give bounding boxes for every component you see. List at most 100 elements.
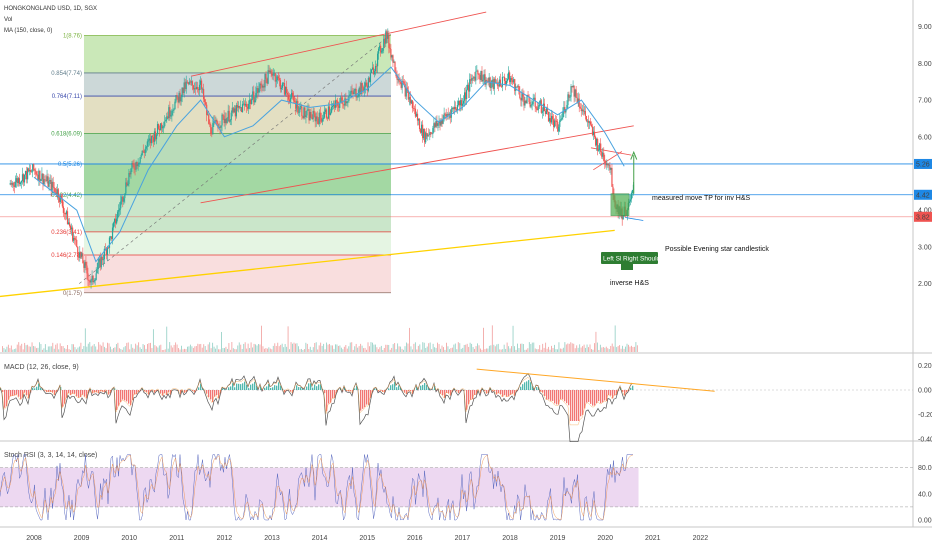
volume-bar bbox=[548, 346, 550, 352]
candle-body bbox=[575, 89, 577, 98]
candle-body bbox=[32, 164, 34, 172]
candle-body bbox=[89, 280, 91, 283]
candle-body bbox=[541, 111, 543, 113]
candle-body bbox=[520, 98, 522, 101]
candle-body bbox=[291, 92, 293, 98]
candle-body bbox=[103, 248, 105, 260]
candle-body bbox=[482, 79, 484, 82]
volume-bar bbox=[263, 348, 265, 352]
candle-body bbox=[26, 168, 29, 180]
macd-histogram-bar bbox=[492, 390, 494, 392]
candle-body bbox=[540, 100, 542, 113]
candle-body bbox=[104, 248, 106, 250]
candle-body bbox=[578, 98, 580, 107]
volume-bar bbox=[96, 349, 98, 352]
volume-bar bbox=[414, 342, 416, 352]
candle-body bbox=[100, 256, 102, 268]
candle-body bbox=[378, 48, 380, 54]
candle-body bbox=[269, 70, 271, 73]
macd-histogram-bar bbox=[230, 386, 232, 390]
candle-body bbox=[132, 162, 134, 165]
macd-histogram-bar bbox=[564, 390, 566, 402]
volume-bar bbox=[269, 348, 271, 352]
volume-bar bbox=[283, 347, 285, 352]
volume-bar bbox=[166, 326, 168, 352]
candle-body bbox=[280, 87, 283, 90]
macd-histogram-bar bbox=[502, 390, 504, 397]
candle-body bbox=[573, 85, 575, 97]
candle-body bbox=[351, 90, 353, 93]
volume-bar bbox=[382, 349, 384, 352]
candle-body bbox=[312, 110, 314, 120]
candle-body bbox=[545, 107, 548, 115]
candle-body bbox=[99, 258, 101, 268]
volume-bar bbox=[332, 345, 333, 352]
volume-bar bbox=[113, 347, 114, 352]
candle-body bbox=[88, 280, 90, 281]
candle-body bbox=[79, 251, 81, 258]
fib-zone-6 bbox=[83, 231, 391, 255]
volume-bar bbox=[472, 347, 474, 352]
candle-body bbox=[233, 108, 235, 113]
volume-bar bbox=[576, 345, 578, 352]
candle-body bbox=[224, 118, 226, 124]
candle-body bbox=[200, 80, 203, 90]
candle-body bbox=[566, 104, 568, 110]
fib-level-label-2: 0.764(7.11) bbox=[52, 94, 82, 100]
volume-bar bbox=[500, 349, 502, 352]
macd-histogram-bar bbox=[108, 390, 110, 395]
candle-body bbox=[567, 94, 569, 105]
macd-histogram-bar bbox=[310, 383, 312, 390]
volume-bar bbox=[432, 343, 434, 352]
macd-histogram-bar bbox=[486, 390, 488, 394]
candle-body bbox=[35, 170, 37, 175]
candle-body bbox=[580, 108, 582, 112]
candle-body bbox=[169, 107, 171, 117]
volume-bar bbox=[386, 344, 388, 352]
volume-bar bbox=[487, 348, 489, 352]
candle-body bbox=[609, 164, 611, 170]
volume-bar bbox=[446, 342, 447, 352]
candle-body bbox=[442, 119, 444, 124]
macd-histogram-bar bbox=[632, 385, 634, 390]
volume-bar bbox=[448, 349, 450, 352]
volume-bar bbox=[275, 345, 277, 352]
candle-body bbox=[204, 99, 206, 102]
macd-histogram-bar bbox=[530, 382, 532, 390]
volume-bar bbox=[346, 348, 348, 352]
macd-histogram-bar bbox=[368, 390, 370, 405]
candle-body bbox=[92, 275, 94, 283]
macd-title: MACD (12, 26, close, 9) bbox=[4, 364, 79, 371]
volume-bar bbox=[209, 342, 211, 352]
macd-histogram-bar bbox=[12, 390, 14, 396]
candle-body bbox=[534, 97, 536, 107]
candle-body bbox=[310, 112, 312, 118]
candle-body bbox=[347, 100, 349, 102]
macd-histogram-bar bbox=[302, 388, 304, 390]
macd-histogram-bar bbox=[422, 384, 424, 390]
volume-bar bbox=[552, 348, 554, 352]
candle-body bbox=[247, 106, 249, 109]
volume-bar bbox=[539, 345, 541, 352]
candle-body bbox=[357, 95, 359, 97]
candle-body bbox=[318, 112, 320, 124]
macd-histogram-bar bbox=[442, 390, 444, 396]
candle-body bbox=[56, 189, 58, 195]
volume-bar bbox=[225, 346, 227, 352]
volume-bar bbox=[30, 346, 32, 352]
macd-histogram-bar bbox=[558, 390, 560, 405]
macd-histogram-bar bbox=[544, 390, 546, 396]
volume-bar bbox=[204, 346, 206, 352]
candle-body bbox=[283, 83, 286, 95]
volume-bar bbox=[397, 343, 399, 352]
macd-histogram-bar bbox=[256, 385, 258, 390]
candle-body bbox=[537, 106, 539, 111]
candle-body bbox=[50, 179, 52, 191]
macd-histogram-bar bbox=[334, 390, 336, 398]
candle-body bbox=[197, 89, 200, 91]
volume-bar bbox=[527, 348, 529, 352]
candle-body bbox=[461, 103, 464, 106]
macd-histogram-bar bbox=[32, 387, 34, 390]
candle-body bbox=[354, 88, 356, 91]
macd-histogram-bar bbox=[548, 390, 550, 400]
